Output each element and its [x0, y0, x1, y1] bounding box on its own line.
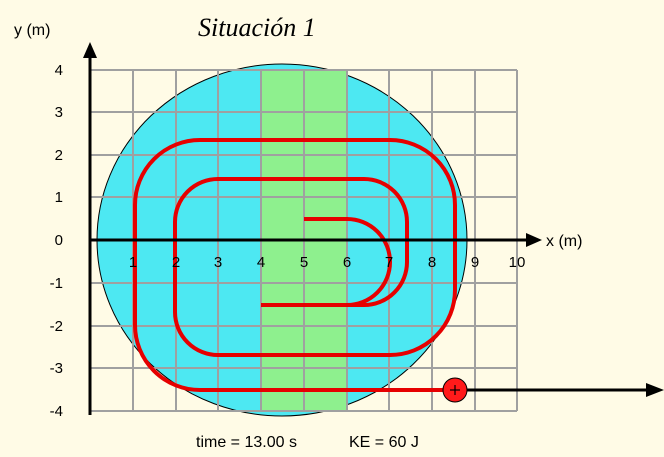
- x-tick-labels: 1 2 3 4 5 6 7 8 9 10: [129, 254, 526, 271]
- kinetic-energy-readout: KE = 60 J: [349, 434, 419, 451]
- y-tick-label: -1: [50, 275, 63, 292]
- x-tick-label: 9: [471, 254, 479, 271]
- y-tick-label: 1: [55, 189, 63, 206]
- x-tick-label: 1: [129, 254, 137, 271]
- velocity-arrowhead: [646, 383, 664, 397]
- y-tick-label: -2: [50, 318, 63, 335]
- x-tick-label: 10: [509, 254, 526, 271]
- y-tick-label: -3: [50, 360, 63, 377]
- y-tick-label: 4: [55, 62, 63, 79]
- spiral-track: [133, 138, 457, 392]
- y-tick-label: 3: [55, 104, 63, 121]
- y-tick-label: -4: [50, 403, 63, 420]
- title: Situación 1: [198, 13, 316, 42]
- x-tick-label: 5: [300, 254, 308, 271]
- y-tick-label: 0: [55, 232, 63, 249]
- y-tick-labels: 4 3 2 1 0 -1 -2 -3 -4: [50, 62, 63, 420]
- x-tick-label: 7: [385, 254, 393, 271]
- x-tick-label: 2: [172, 254, 180, 271]
- x-tick-label: 8: [428, 254, 436, 271]
- x-axis-arrowhead: [526, 233, 542, 247]
- y-axis-arrowhead: [83, 42, 97, 58]
- y-axis-label: y (m): [14, 22, 50, 39]
- x-tick-label: 6: [343, 254, 351, 271]
- time-readout: time = 13.00 s: [196, 434, 297, 451]
- trajectory-path: [261, 217, 392, 307]
- x-tick-label: 4: [257, 254, 265, 271]
- x-axis-label: x (m): [546, 233, 582, 250]
- x-tick-label: 3: [214, 254, 222, 271]
- axes: [83, 42, 542, 415]
- y-tick-label: 2: [55, 147, 63, 164]
